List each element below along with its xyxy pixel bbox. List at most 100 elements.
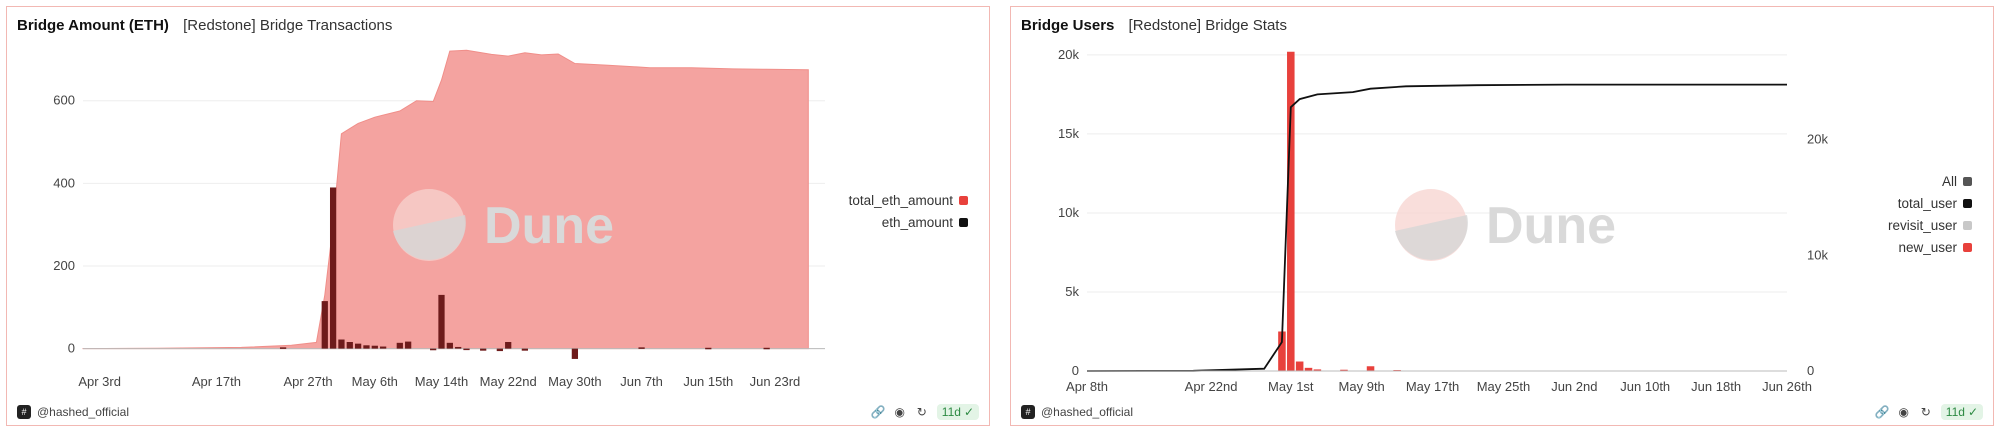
bar-eth_amount bbox=[463, 348, 470, 351]
legend-label: total_eth_amount bbox=[849, 193, 954, 208]
x-tick-label: Jun 15th bbox=[683, 374, 733, 389]
bar-eth_amount bbox=[354, 343, 362, 349]
x-tick-label: May 17th bbox=[1406, 379, 1459, 394]
x-tick-label: Jun 18th bbox=[1691, 379, 1741, 394]
bar-new_user bbox=[1304, 367, 1313, 371]
age-badge: 11d ✓ bbox=[1940, 404, 1983, 420]
x-tick-label: May 14th bbox=[415, 374, 468, 389]
y-left-tick-label: 15k bbox=[1058, 126, 1079, 141]
y-left-tick-label: 5k bbox=[1065, 284, 1079, 299]
bridge-users-panel: Bridge Users [Redstone] Bridge Stats 0 5k… bbox=[1010, 6, 1994, 426]
bar-eth_amount bbox=[705, 347, 712, 350]
bar-eth_amount bbox=[363, 345, 370, 349]
x-tick-label: Apr 27th bbox=[284, 374, 333, 389]
bar-new_user bbox=[1340, 369, 1348, 371]
dune-wordmark: Dune bbox=[1486, 197, 1616, 255]
y-tick-label: 0 bbox=[68, 341, 75, 356]
x-tick-label: Jun 26th bbox=[1762, 379, 1812, 394]
y-right-tick-label: 20k bbox=[1807, 132, 1828, 147]
legend-swatch bbox=[959, 196, 968, 205]
x-tick-label: Jun 23rd bbox=[750, 374, 801, 389]
panel-title: Bridge Amount (ETH) [Redstone] Bridge Tr… bbox=[17, 17, 392, 34]
series-line-total_user bbox=[1086, 83, 1787, 372]
bridge-users-chart: 0 5k 10k 15k 20k 0 10k 20k Dune Apr 8th Apr 22nd Ma… bbox=[1058, 47, 1972, 394]
camera-icon[interactable]: ◉ bbox=[1898, 405, 1910, 419]
y-left-tick-label: 10k bbox=[1058, 205, 1079, 220]
x-tick-label: May 30th bbox=[548, 374, 601, 389]
x-tick-label: Apr 3rd bbox=[78, 374, 121, 389]
x-tick-label: May 9th bbox=[1339, 379, 1385, 394]
dune-watermark: Dune bbox=[393, 189, 614, 261]
bar-eth_amount bbox=[571, 348, 579, 359]
y-left-tick-label: 0 bbox=[1072, 363, 1079, 378]
x-tick-label: May 6th bbox=[352, 374, 398, 389]
bar-new_user bbox=[1295, 361, 1304, 371]
bridge-amount-chart: 0 200 400 600 Dune Apr 3rd Apr 17th Apr 27th May… bbox=[53, 49, 968, 389]
y-tick-label: 400 bbox=[53, 175, 75, 190]
link-icon[interactable]: 🔗 bbox=[1874, 405, 1890, 419]
author-footer[interactable]: # @hashed_official bbox=[1021, 405, 1133, 419]
author-avatar: # bbox=[1021, 405, 1035, 419]
bar-eth_amount bbox=[279, 347, 287, 349]
bar-new_user bbox=[1287, 51, 1295, 372]
bar-eth_amount bbox=[396, 342, 403, 349]
check-circle-icon: ✓ bbox=[963, 405, 974, 419]
refresh-icon[interactable]: ↻ bbox=[916, 405, 927, 419]
legend-swatch bbox=[1963, 243, 1972, 252]
x-tick-label: May 1st bbox=[1268, 379, 1314, 394]
x-tick-label: Apr 17th bbox=[192, 374, 241, 389]
bar-new_user bbox=[1278, 331, 1286, 371]
x-tick-label: Jun 10th bbox=[1620, 379, 1670, 394]
bar-eth_amount bbox=[380, 346, 387, 349]
chart-subtitle: [Redstone] Bridge Stats bbox=[1128, 17, 1287, 34]
bar-eth_amount bbox=[480, 348, 487, 351]
camera-icon[interactable]: ◉ bbox=[894, 405, 906, 419]
x-tick-label: Apr 22nd bbox=[1185, 379, 1238, 394]
link-icon[interactable]: 🔗 bbox=[870, 405, 886, 419]
panel-title: Bridge Users [Redstone] Bridge Stats bbox=[1021, 17, 1287, 34]
legend-label: revisit_user bbox=[1888, 218, 1958, 233]
author-avatar: # bbox=[17, 405, 31, 419]
dune-logo-shade bbox=[393, 215, 466, 260]
check-circle-icon: ✓ bbox=[1967, 405, 1978, 419]
chart-tools: 🔗 ◉ ↻ 11d ✓ bbox=[871, 404, 979, 420]
bar-eth_amount bbox=[346, 341, 353, 349]
bar-eth_amount bbox=[405, 341, 412, 349]
y-left-tick-label: 20k bbox=[1058, 47, 1079, 62]
legend-swatch bbox=[1963, 199, 1972, 208]
bar-new_user bbox=[1313, 369, 1322, 371]
legend-swatch bbox=[1963, 221, 1972, 230]
legend-label: new_user bbox=[1898, 240, 1957, 255]
author-footer[interactable]: # @hashed_official bbox=[17, 405, 129, 419]
x-tick-label: Apr 8th bbox=[1066, 379, 1108, 394]
y-right-tick-label: 0 bbox=[1807, 363, 1814, 378]
x-tick-label: May 22nd bbox=[480, 374, 537, 389]
age-badge-label: 11d bbox=[941, 405, 961, 419]
bar-eth_amount bbox=[763, 347, 770, 350]
x-tick-label: Jun 2nd bbox=[1551, 379, 1597, 394]
bar-eth_amount bbox=[329, 187, 337, 349]
refresh-icon[interactable]: ↻ bbox=[1920, 405, 1931, 419]
age-badge-label: 11d bbox=[1945, 405, 1965, 419]
bar-eth_amount bbox=[446, 342, 453, 349]
age-badge: 11d ✓ bbox=[936, 404, 979, 420]
legend-label: eth_amount bbox=[882, 215, 954, 230]
dune-logo-shade bbox=[1395, 215, 1468, 260]
bar-eth_amount bbox=[321, 301, 328, 349]
legend-swatch bbox=[1963, 177, 1972, 186]
legend-label: total_user bbox=[1898, 196, 1958, 211]
bar-eth_amount bbox=[496, 348, 503, 352]
bar-eth_amount bbox=[521, 348, 528, 351]
chart-subtitle: [Redstone] Bridge Transactions bbox=[183, 17, 393, 34]
y-right-tick-label: 10k bbox=[1807, 247, 1828, 262]
bar-eth_amount bbox=[438, 294, 445, 349]
bar-eth_amount bbox=[371, 345, 378, 349]
bar-eth_amount bbox=[430, 348, 437, 351]
x-tick-label: May 25th bbox=[1477, 379, 1530, 394]
y-tick-label: 200 bbox=[53, 258, 75, 273]
bar-eth_amount bbox=[338, 339, 345, 349]
dune-wordmark: Dune bbox=[484, 197, 614, 255]
y-tick-label: 600 bbox=[53, 93, 75, 108]
bar-eth_amount bbox=[505, 341, 512, 349]
chart-tools: 🔗 ◉ ↻ 11d ✓ bbox=[1875, 404, 1983, 420]
